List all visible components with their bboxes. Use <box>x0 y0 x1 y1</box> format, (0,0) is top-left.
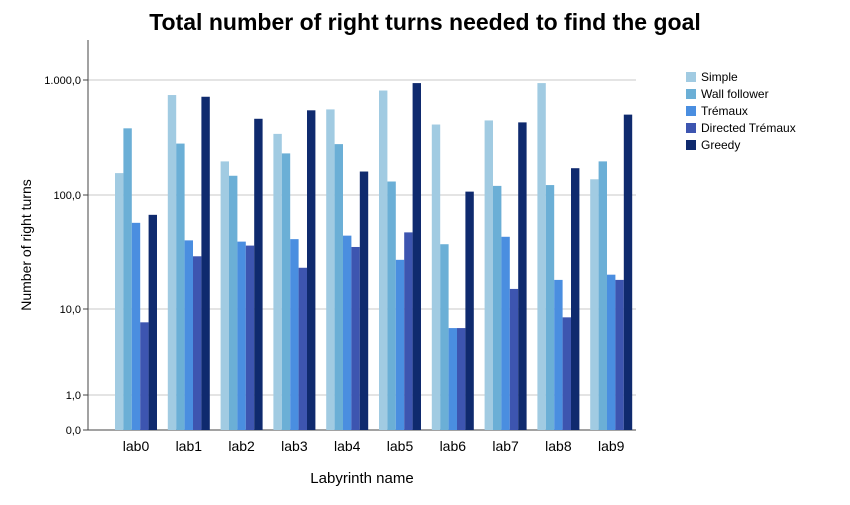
legend-swatch <box>686 72 696 82</box>
bar-greedy-lab3 <box>307 110 316 431</box>
bar-greedy-lab2 <box>254 118 263 431</box>
bar-simple-lab9 <box>590 179 599 430</box>
x-tick-label: lab9 <box>598 438 625 454</box>
x-tick-label: lab6 <box>440 438 467 454</box>
bar-directed-tr-maux-lab2 <box>245 245 255 430</box>
legend-label: Trémaux <box>701 104 748 118</box>
y-tick-label: 100,0 <box>53 190 81 202</box>
bar-directed-tr-maux-lab0 <box>140 322 149 430</box>
bar-tr-maux-lab8 <box>554 279 563 430</box>
y-tick-label: 10,0 <box>60 304 81 316</box>
bar-wall-follower-lab4 <box>334 144 343 431</box>
bar-greedy-lab9 <box>623 114 633 431</box>
bar-simple-lab2 <box>220 161 229 430</box>
x-tick-label: lab1 <box>176 438 203 454</box>
x-tick-label: lab0 <box>123 438 150 454</box>
legend-swatch <box>686 106 696 116</box>
bar-directed-tr-maux-lab7 <box>509 288 519 430</box>
chart-title: Total number of right turns needed to fi… <box>149 9 701 35</box>
bar-simple-lab7 <box>484 120 493 430</box>
bar-wall-follower-lab5 <box>387 181 396 430</box>
bar-greedy-lab8 <box>571 168 580 430</box>
bar-tr-maux-lab5 <box>395 259 405 430</box>
bar-tr-maux-lab7 <box>501 236 510 430</box>
legend-label: Greedy <box>701 138 740 152</box>
bar-tr-maux-lab0 <box>131 222 141 430</box>
bar-tr-maux-lab1 <box>184 240 193 430</box>
y-tick-label: 1.000,0 <box>44 75 81 87</box>
y-tick-label: 1,0 <box>66 390 81 402</box>
bar-greedy-lab7 <box>518 122 527 430</box>
bar-wall-follower-lab2 <box>229 175 238 430</box>
x-tick-label: lab4 <box>334 438 361 454</box>
bar-wall-follower-lab0 <box>123 128 132 430</box>
bar-directed-tr-maux-lab6 <box>457 328 466 430</box>
legend-swatch <box>686 123 696 133</box>
bar-tr-maux-lab9 <box>607 274 616 430</box>
bar-wall-follower-lab8 <box>545 185 555 430</box>
bar-greedy-lab0 <box>148 214 157 430</box>
bar-tr-maux-lab6 <box>448 328 457 430</box>
bar-directed-tr-maux-lab5 <box>404 232 413 430</box>
y-axis-label: Number of right turns <box>18 179 34 311</box>
x-tick-label: lab2 <box>228 438 255 454</box>
bar-greedy-lab6 <box>465 191 474 430</box>
bar-directed-tr-maux-lab8 <box>562 317 571 430</box>
legend-swatch <box>686 89 696 99</box>
legend-label: Wall follower <box>701 87 769 101</box>
bar-wall-follower-lab3 <box>281 153 291 430</box>
bar-tr-maux-lab2 <box>237 241 246 430</box>
bar-tr-maux-lab4 <box>343 235 352 430</box>
bar-greedy-lab4 <box>359 171 369 431</box>
y-tick-label: 0,0 <box>66 425 81 437</box>
bar-wall-follower-lab1 <box>176 143 185 430</box>
x-tick-label: lab5 <box>387 438 414 454</box>
x-tick-label: lab7 <box>492 438 519 454</box>
bar-simple-lab5 <box>379 90 388 430</box>
bar-greedy-lab1 <box>201 96 210 430</box>
bar-directed-tr-maux-lab9 <box>615 279 624 430</box>
legend-swatch <box>686 140 696 150</box>
legend-label: Simple <box>701 70 738 84</box>
bar-simple-lab6 <box>431 124 441 431</box>
bar-wall-follower-lab6 <box>440 244 449 430</box>
x-axis-label: Labyrinth name <box>310 470 413 487</box>
bar-directed-tr-maux-lab1 <box>193 256 202 430</box>
bar-directed-tr-maux-lab3 <box>298 267 307 430</box>
bar-simple-lab1 <box>167 95 177 430</box>
bar-simple-lab8 <box>537 83 546 430</box>
bar-directed-tr-maux-lab4 <box>351 246 360 430</box>
bar-simple-lab3 <box>273 133 282 430</box>
bar-wall-follower-lab7 <box>493 185 502 430</box>
bar-wall-follower-lab9 <box>598 161 607 430</box>
x-tick-label: lab3 <box>281 438 308 454</box>
x-tick-label: lab8 <box>545 438 572 454</box>
legend-label: Directed Trémaux <box>701 121 796 135</box>
bar-greedy-lab5 <box>412 83 421 430</box>
bar-simple-lab4 <box>326 109 335 430</box>
bar-tr-maux-lab3 <box>290 239 299 430</box>
bar-simple-lab0 <box>115 173 124 430</box>
